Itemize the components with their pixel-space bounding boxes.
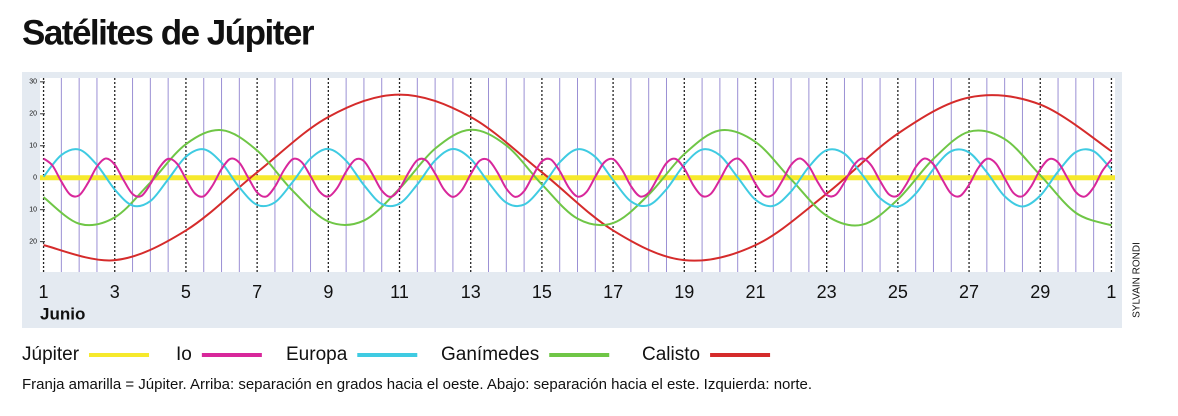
x-tick-label: 15 (532, 282, 552, 302)
credit: SYLVAIN RONDI (1132, 242, 1143, 318)
y-tick-label: 30 (29, 79, 37, 86)
legend-label: Io (176, 344, 192, 365)
x-tick-label: 7 (252, 282, 262, 302)
x-tick-label: 25 (888, 282, 908, 302)
legend-label: Ganímedes (441, 344, 539, 365)
x-tick-label: 1 (39, 282, 49, 302)
series-line (42, 128, 1112, 227)
x-axis-label: Junio (40, 304, 85, 323)
x-tick-label: 23 (817, 282, 837, 302)
legend-label: Europa (286, 344, 348, 365)
x-tick-label: 27 (959, 282, 979, 302)
x-tick-label: 3 (110, 282, 120, 302)
series-line (42, 147, 1113, 208)
x-tick-label: 19 (674, 282, 694, 302)
y-tick-label: 20 (29, 111, 37, 118)
y-tick-label: 20 (29, 238, 37, 245)
series-line (42, 157, 1113, 198)
x-tick-label: 1 (1106, 282, 1116, 302)
x-tick-label: 29 (1030, 282, 1050, 302)
chart-title: Satélites de Júpiter (22, 13, 315, 52)
footnote: Franja amarilla = Júpiter. Arriba: separ… (22, 376, 812, 393)
x-tick-label: 13 (461, 282, 481, 302)
y-tick-label: 10 (29, 207, 37, 214)
legend-label: Calisto (642, 344, 700, 365)
x-tick-label: 5 (181, 282, 191, 302)
legend-label: Júpiter (22, 344, 80, 365)
x-tick-label: 11 (390, 282, 409, 302)
x-tick-label: 21 (745, 282, 765, 302)
series-line (43, 93, 1112, 262)
y-tick-label: 0 (33, 175, 37, 182)
x-tick-label: 17 (603, 282, 623, 302)
y-tick-label: 10 (29, 143, 37, 150)
x-tick-label: 9 (323, 282, 333, 302)
